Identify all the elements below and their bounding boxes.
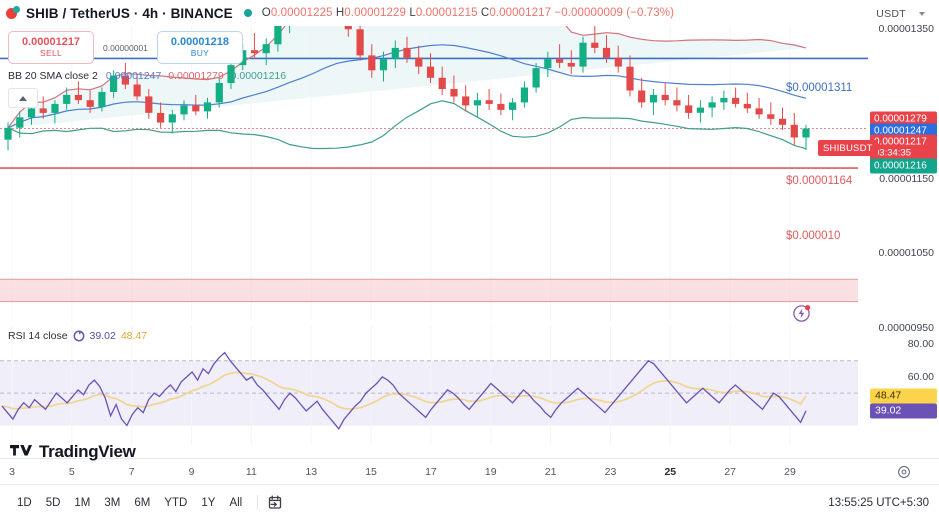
sell-button[interactable]: 0.00001217 SELL xyxy=(8,31,94,64)
price-axis-tick: 0.00001050 xyxy=(878,247,934,260)
range-button-5d[interactable]: 5D xyxy=(45,496,61,509)
price-axis-badge[interactable]: 0.00001279 xyxy=(870,111,937,127)
spread-value: 0.00000001 xyxy=(103,42,148,53)
buy-price: 0.00001218 xyxy=(170,35,229,48)
price-chart-svg xyxy=(0,26,868,321)
time-axis-tick: 17 xyxy=(425,466,437,478)
clock-label: 13:55:25 UTC+5:30 xyxy=(828,496,929,509)
high-value: 0.00001229 xyxy=(344,7,407,19)
bb-lower-value: 0.00001216 xyxy=(230,70,287,82)
price-axis[interactable]: 0.00001350 0.00001150 0.00001050 0.00000950… xyxy=(868,23,939,334)
time-axis-tick: 21 xyxy=(544,466,557,478)
toolbar-divider xyxy=(257,495,259,510)
bottom-toolbar: 1D 5D 1M 3M 6M YTD 1Y All 13:55:25 UTC+5:30 xyxy=(0,484,939,520)
flash-alert-icon[interactable] xyxy=(792,303,812,323)
range-button-1d[interactable]: 1D xyxy=(17,496,32,509)
tradingview-mark-icon xyxy=(10,444,32,455)
close-value: 0.00001217 xyxy=(489,7,552,19)
rsi-ma-value: 48.47 xyxy=(120,330,148,342)
rsi-axis-tick: 60.00 xyxy=(907,370,934,383)
low-key: L xyxy=(409,7,416,19)
time-range-buttons: 1D 5D 1M 3M 6M YTD 1Y All xyxy=(10,494,249,512)
range-button-all[interactable]: All xyxy=(229,496,243,509)
currency-selector[interactable]: USDT xyxy=(868,5,931,22)
time-axis-tick: 3 xyxy=(9,466,15,478)
bb-upper-value: 0.00001279 xyxy=(168,70,224,82)
tradingview-logo[interactable]: TradingView xyxy=(10,442,136,462)
time-axis-tick: 11 xyxy=(245,466,257,478)
range-button-6m[interactable]: 6M xyxy=(134,496,151,509)
time-axis-tick: 5 xyxy=(68,466,75,478)
rsi-axis-badge[interactable]: 48.47 xyxy=(870,388,937,404)
range-button-ytd[interactable]: YTD xyxy=(164,496,188,509)
rsi-pane[interactable] xyxy=(0,325,868,445)
buy-label: BUY xyxy=(190,48,210,59)
high-key: H xyxy=(335,7,345,19)
axis-settings-corner[interactable] xyxy=(868,458,939,485)
price-axis-tick: 0.00001150 xyxy=(879,172,934,185)
sell-price: 0.00001217 xyxy=(21,35,81,48)
price-axis-tick: 0.00001350 xyxy=(878,23,934,36)
ohlc-values: O0.00001225 H0.00001229 L0.00001215 C0.0… xyxy=(262,7,674,19)
open-value: 0.00001225 xyxy=(270,7,333,19)
time-axis-tick: 15 xyxy=(365,466,377,478)
price-pane[interactable] xyxy=(0,26,868,321)
crosshair-target-icon[interactable] xyxy=(897,465,911,479)
currency-selector-label: USDT xyxy=(876,7,906,20)
change-value: −0.00000009 (−0.73%) xyxy=(554,7,675,19)
last-price-badge-value: 0.00001217 xyxy=(874,136,927,148)
price-axis-badge[interactable]: 0.00001217 03:34:35 xyxy=(870,134,937,162)
collapse-pane-button[interactable] xyxy=(8,88,38,108)
countdown-timer: 03:34:35 xyxy=(874,147,911,159)
time-axis-tick: 25 xyxy=(664,466,677,478)
open-key: O xyxy=(261,7,271,19)
refresh-icon[interactable] xyxy=(73,330,85,342)
time-axis-tick: 7 xyxy=(128,466,135,478)
time-axis-tick: 27 xyxy=(724,466,736,478)
rsi-legend-name: RSI 14 close xyxy=(8,330,68,342)
rsi-value: 39.02 xyxy=(89,330,116,342)
bollinger-bands-legend[interactable]: BB 20 SMA close 2 0.00001247 0.00001279 … xyxy=(8,70,286,82)
close-key: C xyxy=(480,7,490,19)
rsi-axis[interactable]: 80.00 60.00 48.47 39.02 xyxy=(868,325,939,445)
low-value: 0.00001215 xyxy=(415,7,478,19)
calendar-goto-icon[interactable] xyxy=(266,494,283,511)
rsi-axis-badge[interactable]: 39.02 xyxy=(870,403,937,419)
time-axis-tick: 13 xyxy=(305,466,318,478)
time-axis-tick: 29 xyxy=(784,466,796,478)
resistance-price-label: $0.00001311 xyxy=(786,82,853,94)
market-status-indicator xyxy=(243,9,252,17)
bb-legend-name: BB 20 SMA close 2 xyxy=(8,70,98,82)
rsi-legend[interactable]: RSI 14 close 39.02 48.47 xyxy=(8,330,147,342)
tradingview-wordmark: TradingView xyxy=(39,442,136,461)
time-axis-tick: 23 xyxy=(604,466,617,478)
range-button-3m[interactable]: 3M xyxy=(104,496,121,509)
buy-button[interactable]: 0.00001218 BUY xyxy=(156,31,243,64)
rsi-chart-svg xyxy=(0,325,858,445)
symbol-title[interactable]: SHIB / TetherUS · 4h · BINANCE xyxy=(26,5,233,21)
time-axis-tick: 19 xyxy=(484,466,497,478)
chevron-down-icon xyxy=(919,11,925,16)
shib-logo-icon xyxy=(6,5,21,21)
bb-basis-value: 0.00001247 xyxy=(105,70,162,82)
price-axis-badge[interactable]: 0.00001216 xyxy=(870,158,937,174)
chart-header: SHIB / TetherUS · 4h · BINANCE O0.000012… xyxy=(0,0,939,26)
range-button-1m[interactable]: 1M xyxy=(74,496,91,509)
range-button-1y[interactable]: 1Y xyxy=(201,496,216,509)
rsi-axis-tick: 80.00 xyxy=(907,338,934,351)
symbol-price-tag: SHIBUSDT xyxy=(818,140,878,156)
time-axis-tick: 9 xyxy=(188,466,195,478)
quote-pills: 0.00001217 SELL 0.00000001 0.00001218 BU… xyxy=(8,31,243,64)
zone-price-label: $0.000010 xyxy=(786,230,841,242)
price-axis-tick: 0.00000950 xyxy=(878,321,934,334)
time-axis[interactable]: 3 5 7 9 11 13 15 17 19 21 23 25 27 29 xyxy=(0,458,868,485)
sell-label: SELL xyxy=(40,48,62,59)
support-price-label: $0.00001164 xyxy=(786,175,853,187)
